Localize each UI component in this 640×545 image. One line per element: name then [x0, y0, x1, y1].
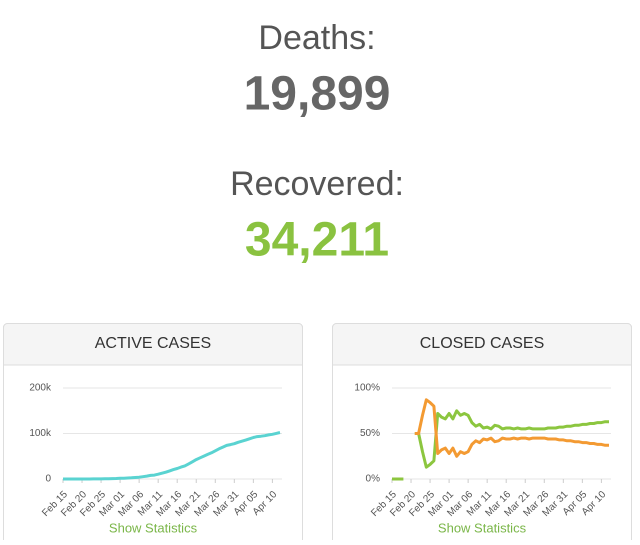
- deaths-value: 19,899: [244, 68, 391, 121]
- recovered-label: Recovered:: [230, 165, 404, 203]
- data-line: [414, 398, 609, 458]
- show-statistics-link[interactable]: Show Statistics: [109, 520, 198, 535]
- show-statistics-link[interactable]: Show Statistics: [438, 520, 527, 535]
- y-tick-label: 0: [45, 474, 51, 485]
- data-line: [63, 431, 281, 481]
- y-tick-label: 50%: [360, 428, 380, 439]
- deaths-label: Deaths:: [258, 19, 375, 57]
- panel-header: [332, 323, 632, 366]
- data-line: [392, 409, 609, 481]
- panel-header: [3, 323, 303, 366]
- panel-title: CLOSED CASES: [420, 335, 544, 352]
- recovered-value: 34,211: [245, 214, 389, 267]
- y-tick-label: 100%: [354, 383, 380, 394]
- y-tick-label: 100k: [29, 428, 52, 439]
- panel-title: ACTIVE CASES: [95, 335, 211, 352]
- y-tick-label: 200k: [29, 383, 52, 394]
- y-tick-label: 0%: [366, 474, 381, 485]
